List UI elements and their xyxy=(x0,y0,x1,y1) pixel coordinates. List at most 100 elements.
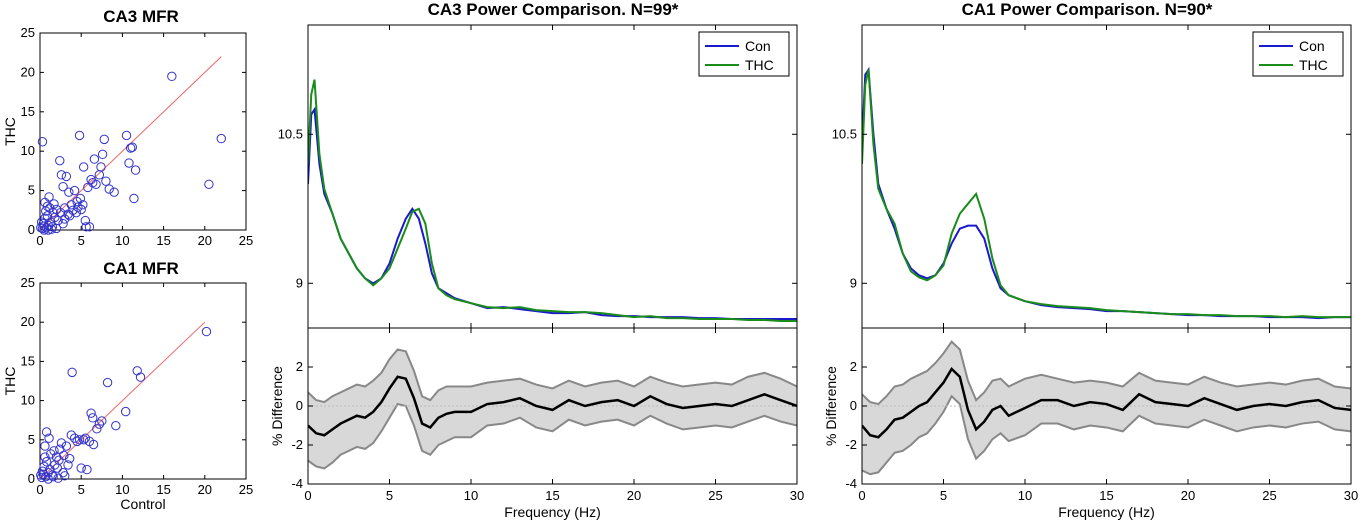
ca3-mfr-point xyxy=(76,204,86,215)
ca3-mfr-point xyxy=(51,223,62,234)
ca1-mfr-point xyxy=(86,408,96,418)
ca3-mfr-xtick-label: 0 xyxy=(36,233,43,248)
ca3-mfr-point xyxy=(37,137,48,147)
ca3-power-bottom-ytick-label: -4 xyxy=(291,476,303,491)
ca3-power-xtick-label: 15 xyxy=(545,488,559,503)
ca3-mfr-point xyxy=(74,130,85,141)
ca3-power-xtick-label: 10 xyxy=(464,488,478,503)
ca3-mfr-point xyxy=(61,171,72,182)
ca3-mfr-ytick-label: 10 xyxy=(21,143,35,158)
ca1-mfr-point xyxy=(41,427,52,437)
ca3-power-title: CA3 Power Comparison. N=99* xyxy=(428,0,679,19)
ca1-power-xtick-label: 10 xyxy=(1018,488,1032,503)
ca3-mfr-point xyxy=(46,224,57,234)
ca1-power-ci-lower xyxy=(862,394,1351,476)
ca1-power-ci-band xyxy=(862,341,1351,475)
ca1-power-xtick-label: 30 xyxy=(1344,488,1358,503)
ca1-mfr-point xyxy=(94,419,105,429)
ca1-mfr-point xyxy=(59,450,69,461)
ca3-mfr-point xyxy=(121,130,132,141)
ca1-mfr-point xyxy=(61,441,72,451)
ca1-mfr-point xyxy=(48,471,58,482)
ca3-mfr-point xyxy=(78,162,89,172)
ca3-power-legend-label-con: Con xyxy=(745,38,771,54)
ca3-power-xtick-label: 5 xyxy=(386,488,393,503)
ca1-power-top-ytick-label: 9 xyxy=(850,275,857,290)
ca1-mfr-ytick-label: 15 xyxy=(21,353,35,368)
ca3-mfr-ytick-label: 15 xyxy=(21,104,35,119)
ca3-mfr-point xyxy=(60,214,70,224)
ca3-mfr-ytick-label: 5 xyxy=(28,183,35,198)
ca3-power-mean-difference xyxy=(308,375,797,437)
ca1-mfr-point xyxy=(40,452,50,462)
ca1-mfr-point xyxy=(97,416,107,426)
ca1-mfr-point xyxy=(74,435,85,445)
ca3-mfr-point xyxy=(42,201,53,212)
ca3-mfr-point xyxy=(216,133,226,144)
ca3-mfr-title: CA3 MFR xyxy=(103,7,179,26)
ca3-mfr-point xyxy=(89,154,100,164)
ca3-power-line-con xyxy=(308,106,797,321)
ca1-power-ylabel: % Difference xyxy=(823,366,839,446)
ca1-mfr-ytick-label: 10 xyxy=(21,393,35,408)
ca1-power-bottom-ytick-label: 0 xyxy=(850,398,857,413)
ca3-mfr-point xyxy=(129,193,139,204)
ca1-mfr-point xyxy=(102,377,113,388)
ca3-mfr-point xyxy=(44,192,54,202)
ca1-mfr-ytick-label: 20 xyxy=(21,314,35,329)
ca1-mfr-unity-line xyxy=(39,321,206,480)
ca1-mfr-point xyxy=(39,461,49,472)
ca1-mfr-point xyxy=(64,453,75,464)
ca1-mfr-point xyxy=(44,433,54,443)
ca3-mfr-xtick-label: 20 xyxy=(198,233,212,248)
ca3-mfr-point xyxy=(75,193,86,204)
ca1-power-top-ytick-label: 10.5 xyxy=(832,126,857,141)
ca3-mfr-axes xyxy=(39,32,247,231)
ca3-mfr-point xyxy=(83,182,93,193)
ca1-mfr-xtick-label: 0 xyxy=(36,482,43,497)
ca1-mfr-xtick-label: 20 xyxy=(198,482,212,497)
ca1-mfr-point xyxy=(92,424,102,434)
ca1-mfr-point xyxy=(88,413,98,423)
ca1-mfr-ytick-label: 0 xyxy=(28,471,35,486)
ca1-mfr-xtick-label: 25 xyxy=(239,482,253,497)
ca3-power-xlabel: Frequency (Hz) xyxy=(504,504,600,520)
ca3-mfr-point xyxy=(109,187,119,197)
ca3-power-legend-label-thc: THC xyxy=(745,57,774,73)
ca1-mfr-point xyxy=(36,470,46,480)
ca1-mfr-point xyxy=(76,463,86,473)
ca3-mfr-point xyxy=(39,225,49,235)
ca1-power-xlabel: Frequency (Hz) xyxy=(1058,504,1154,520)
ca3-mfr-ylabel: THC xyxy=(2,117,18,146)
ca1-power-xtick-label: 20 xyxy=(1181,488,1195,503)
ca1-mfr-xtick-label: 10 xyxy=(115,482,129,497)
ca1-mfr-point xyxy=(111,420,121,431)
ca1-power-bottom-ytick-label: 2 xyxy=(850,359,857,374)
ca3-mfr-point xyxy=(204,179,214,190)
ca3-mfr-point xyxy=(84,222,95,232)
ca1-mfr-point xyxy=(40,441,50,451)
ca3-mfr-point xyxy=(63,209,73,219)
ca3-power-line-thc xyxy=(308,79,797,323)
ca3-mfr-xtick-label: 10 xyxy=(115,233,129,248)
ca3-mfr-point xyxy=(167,71,177,82)
ca3-mfr-point xyxy=(94,170,105,180)
ca1-mfr-point xyxy=(78,435,89,445)
ca1-mfr-point xyxy=(201,326,212,337)
ca1-power-legend-label-con: Con xyxy=(1299,38,1325,54)
ca3-power-bottom-ytick-label: -2 xyxy=(291,437,303,452)
ca3-power-ylabel: % Difference xyxy=(269,366,285,446)
ca3-mfr-xtick-label: 5 xyxy=(78,233,85,248)
ca1-power-ci-upper xyxy=(862,340,1351,406)
ca3-power-xtick-label: 30 xyxy=(790,488,804,503)
ca3-mfr-point xyxy=(73,202,83,212)
ca1-power-bottom-ytick-label: -4 xyxy=(845,476,857,491)
ca3-mfr-point xyxy=(127,142,137,152)
ca3-mfr-point xyxy=(91,179,101,190)
ca1-mfr-point xyxy=(69,433,80,443)
ca3-mfr-point xyxy=(37,223,48,234)
ca3-mfr-point xyxy=(66,200,77,210)
ca3-mfr-point xyxy=(56,170,67,180)
